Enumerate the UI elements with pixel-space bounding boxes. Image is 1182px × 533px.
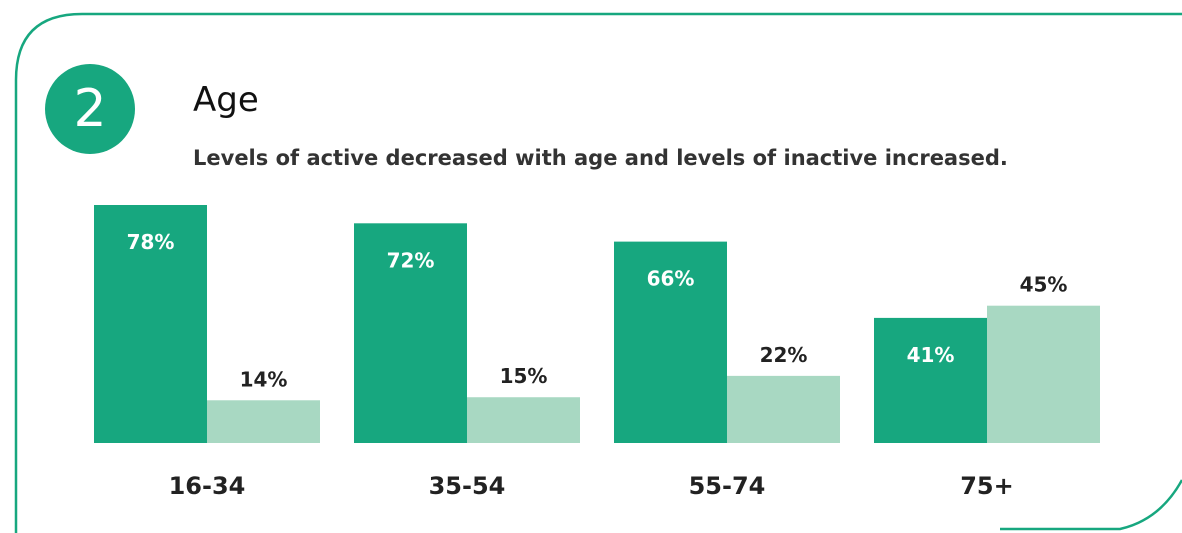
chart-subtitle: Levels of active decreased with age and …	[193, 146, 1008, 170]
bar-value-label: 66%	[647, 267, 695, 291]
bar-series1-1	[354, 223, 467, 443]
bar-value-label: 22%	[760, 343, 808, 367]
card-border	[14, 12, 1182, 533]
bar-series2-3	[987, 305, 1100, 443]
bar-series2-0	[207, 400, 320, 443]
section-number-badge: 2	[45, 64, 135, 154]
category-label: 75+	[960, 472, 1014, 500]
bar-series1-3	[874, 317, 987, 443]
page-title: Age	[193, 80, 259, 120]
bar-value-label: 45%	[1020, 273, 1068, 297]
bar-value-label: 14%	[240, 367, 288, 391]
bar-value-label: 15%	[500, 364, 548, 388]
bar-value-label: 72%	[387, 248, 435, 272]
bar-series1-2	[614, 241, 727, 443]
bar-value-label: 78%	[127, 230, 175, 254]
badge-number: 2	[73, 79, 107, 139]
category-label: 55-74	[689, 472, 766, 500]
bar-value-label: 41%	[907, 343, 955, 367]
card-border-corner	[1000, 479, 1182, 531]
bar-series2-1	[467, 397, 580, 443]
category-label: 16-34	[169, 472, 246, 500]
bar-series2-2	[727, 375, 840, 443]
category-label: 35-54	[429, 472, 506, 500]
bar-series1-0	[94, 205, 207, 443]
